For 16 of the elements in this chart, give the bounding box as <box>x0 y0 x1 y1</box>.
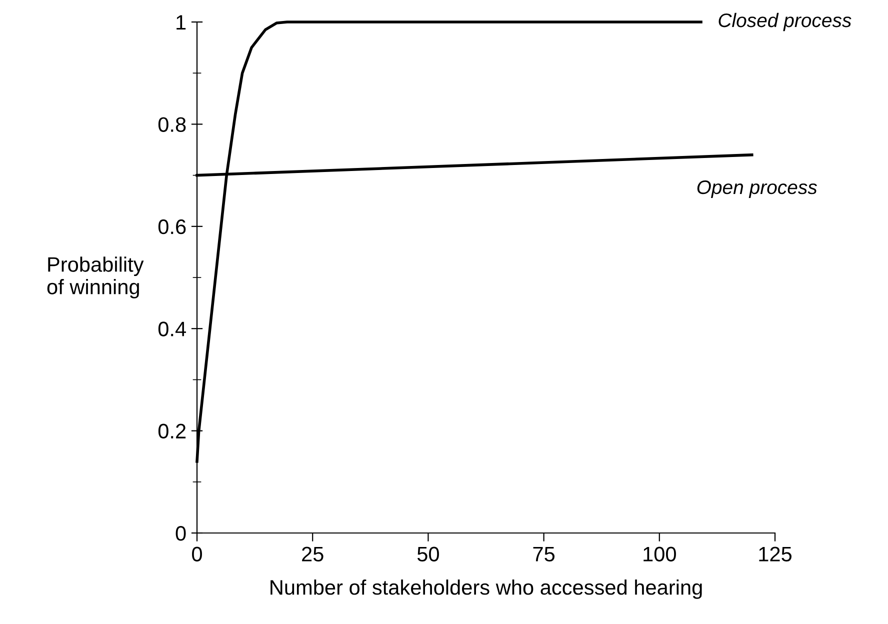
y-tick-label: 0.2 <box>158 424 186 439</box>
x-tick-label: 75 <box>533 546 555 562</box>
x-tick-label: 100 <box>644 546 676 562</box>
x-tick-label: 25 <box>302 546 324 562</box>
series-label: Open process <box>697 180 817 198</box>
series-label: Closed process <box>718 12 852 32</box>
x-tick-label: 125 <box>759 546 792 562</box>
y-tick-label: 0.6 <box>158 219 186 234</box>
x-axis-title: Number of stakeholders who accessed hearing <box>270 580 702 599</box>
y-tick-label: 1 <box>176 15 186 30</box>
x-tick-label: 0 <box>192 546 202 562</box>
y-tick-label: 0 <box>176 526 186 541</box>
y-tick-label: 0.8 <box>158 117 186 132</box>
y-axis-title: Probability of winning <box>47 256 144 298</box>
y-tick-label: 0.4 <box>158 322 186 336</box>
x-tick-label: 50 <box>417 546 439 562</box>
